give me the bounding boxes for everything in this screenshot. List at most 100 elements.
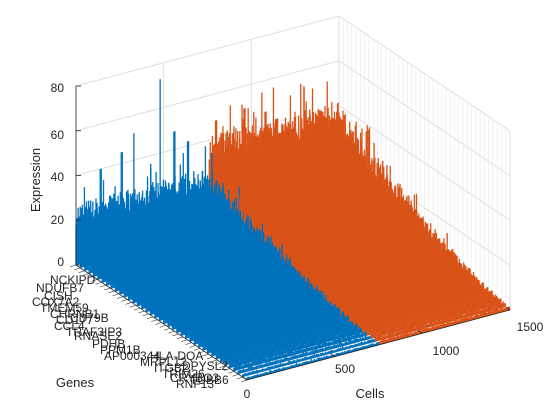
bar-series-1 [101,239,103,283]
bar-series-1 [122,253,124,294]
bar-series-1 [86,228,88,271]
bar-series-1 [89,232,91,274]
bar-series-1 [160,296,163,321]
bar-series-1 [237,230,239,276]
bar-series-1 [93,233,96,277]
bar-series-1 [97,244,99,280]
bar-series-1 [142,278,144,309]
bar-series-1 [82,220,85,268]
bar-series-1 [138,276,141,306]
bar-series-1 [92,234,95,277]
bar-series-1 [178,220,181,275]
bar-series-2 [273,218,275,270]
bar-series-1 [90,229,92,274]
bar-series-1 [99,240,101,280]
bar-series-1 [129,263,131,301]
bar-series-1 [77,207,79,265]
bar-series-1 [125,257,127,297]
bar-series-1 [194,219,197,275]
bar-series-1 [120,258,122,295]
bar-series-1 [81,223,84,268]
bar-series-1 [136,278,139,307]
bar-series-1 [115,251,118,292]
bar-series-1 [133,133,135,250]
bar-series-1 [187,234,190,285]
bar-series-1 [78,216,80,265]
bar-series-1 [197,200,199,262]
bar-series-1 [159,79,161,243]
bar-series-1 [147,289,149,312]
bar-series-2 [243,185,245,254]
bar-series-1 [96,223,98,276]
bar-series-1 [102,235,105,283]
bar-series-1 [110,222,112,285]
bar-series-1 [124,261,126,298]
bar-series-1 [159,297,162,321]
bar-series-1 [111,251,113,289]
bar-series-1 [137,273,140,307]
bar-series-1 [87,214,89,271]
bar-series-1 [91,220,93,274]
bar-series-1 [114,248,117,292]
bar-series-1 [116,246,119,291]
bar-series-2 [318,188,320,258]
bar-series-1 [151,289,154,315]
bar-series-2 [241,186,243,250]
bar-series-2 [277,228,279,273]
bar-series-1 [139,271,142,306]
bar-series-1 [158,297,160,322]
bar-series-1 [130,273,132,300]
bar-series-1 [135,267,137,303]
bars [75,79,511,380]
bar-series-1 [84,228,86,271]
bar-series-1 [112,254,114,289]
bar-series-1 [144,276,146,309]
bar-series-1 [157,289,159,318]
bar-series-1 [80,216,83,268]
bar-series-1 [141,280,143,310]
bar-series-1 [123,259,125,298]
bar-series-1 [85,230,87,271]
bar-series-1 [180,224,182,279]
bar-series-1 [107,251,109,286]
bar-series-1 [161,301,164,321]
bar-series-1 [156,297,158,318]
bar-series-1 [268,258,271,288]
grid-line [242,306,506,378]
bar-series-1 [149,229,152,287]
bar-series-1 [148,283,150,312]
bar-series-1 [143,280,145,309]
bar-series-1 [217,278,219,306]
bar-series-1 [153,286,155,315]
bar-series-1 [198,255,200,299]
bar-series-1 [203,260,205,301]
bar-series-1 [108,249,110,286]
bar-series-1 [131,257,133,300]
bar-series-1 [178,275,180,312]
bar-series-1 [154,291,156,319]
bar-series-1 [106,237,108,286]
bar-series-2 [237,148,239,247]
bar-series-1 [119,262,121,295]
bar-series-1 [126,260,129,297]
bar-series-1 [127,263,130,301]
bar-series-1 [210,235,212,283]
grid-line [75,60,340,132]
bar-series-1 [252,264,254,297]
bar-series-1 [88,224,90,274]
bar-series-1 [155,283,157,318]
bar-series-1 [173,131,175,239]
bar-series-1 [145,289,147,313]
bar-series-2 [295,246,297,285]
bar-series-2 [374,181,376,248]
bar-series-2 [284,223,286,280]
bar-series-1 [79,216,82,268]
bar-series-1 [109,241,111,285]
bar-series-2 [400,187,403,249]
grid-line [75,15,340,87]
bar-series-1 [132,258,134,304]
bar-series-1 [100,236,102,279]
bar-series-1 [196,269,198,307]
